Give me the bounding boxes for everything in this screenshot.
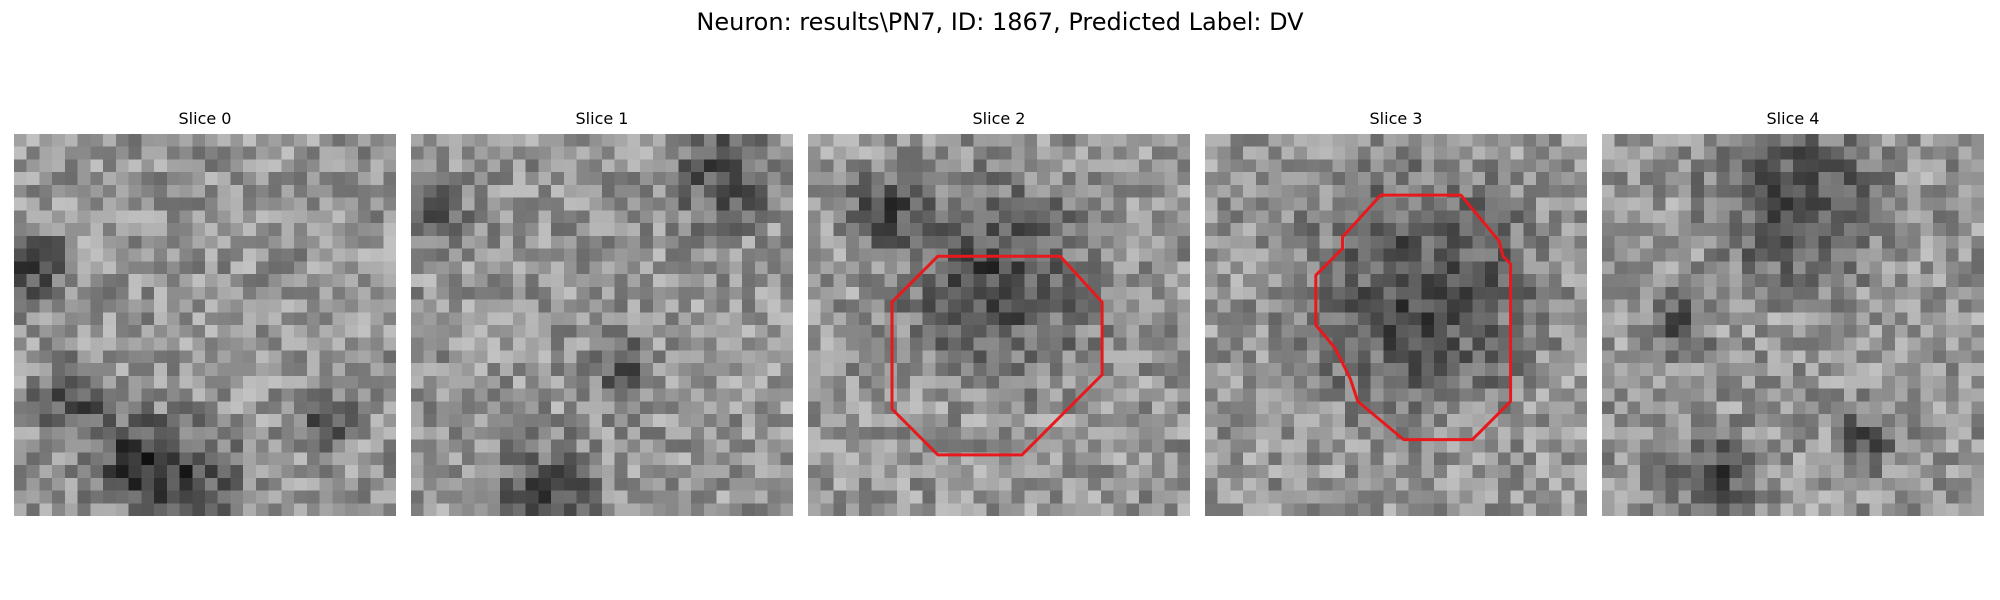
- cell-contour-overlay: [890, 254, 1104, 457]
- slice-image: [14, 134, 396, 516]
- slice-title: Slice 3: [1369, 109, 1423, 128]
- cell-contour: [1314, 193, 1513, 442]
- cell-contour-overlay: [1314, 193, 1513, 442]
- slice-title: Slice 0: [178, 109, 232, 128]
- figure-title: Neuron: results\PN7, ID: 1867, Predicted…: [696, 8, 1304, 36]
- slice-image: [808, 134, 1190, 516]
- cell-contour: [890, 254, 1104, 457]
- slice-image: [1205, 134, 1587, 516]
- slice-image: [411, 134, 793, 516]
- slice-title: Slice 2: [972, 109, 1026, 128]
- slice-image: [1602, 134, 1984, 516]
- slice-title: Slice 1: [575, 109, 629, 128]
- slice-panel-3: Slice 3: [1205, 108, 1587, 518]
- slice-panel-0: Slice 0: [14, 108, 396, 518]
- slice-panel-4: Slice 4: [1602, 108, 1984, 518]
- slice-panel-2: Slice 2: [808, 108, 1190, 518]
- slice-title: Slice 4: [1766, 109, 1820, 128]
- slice-panel-1: Slice 1: [411, 108, 793, 518]
